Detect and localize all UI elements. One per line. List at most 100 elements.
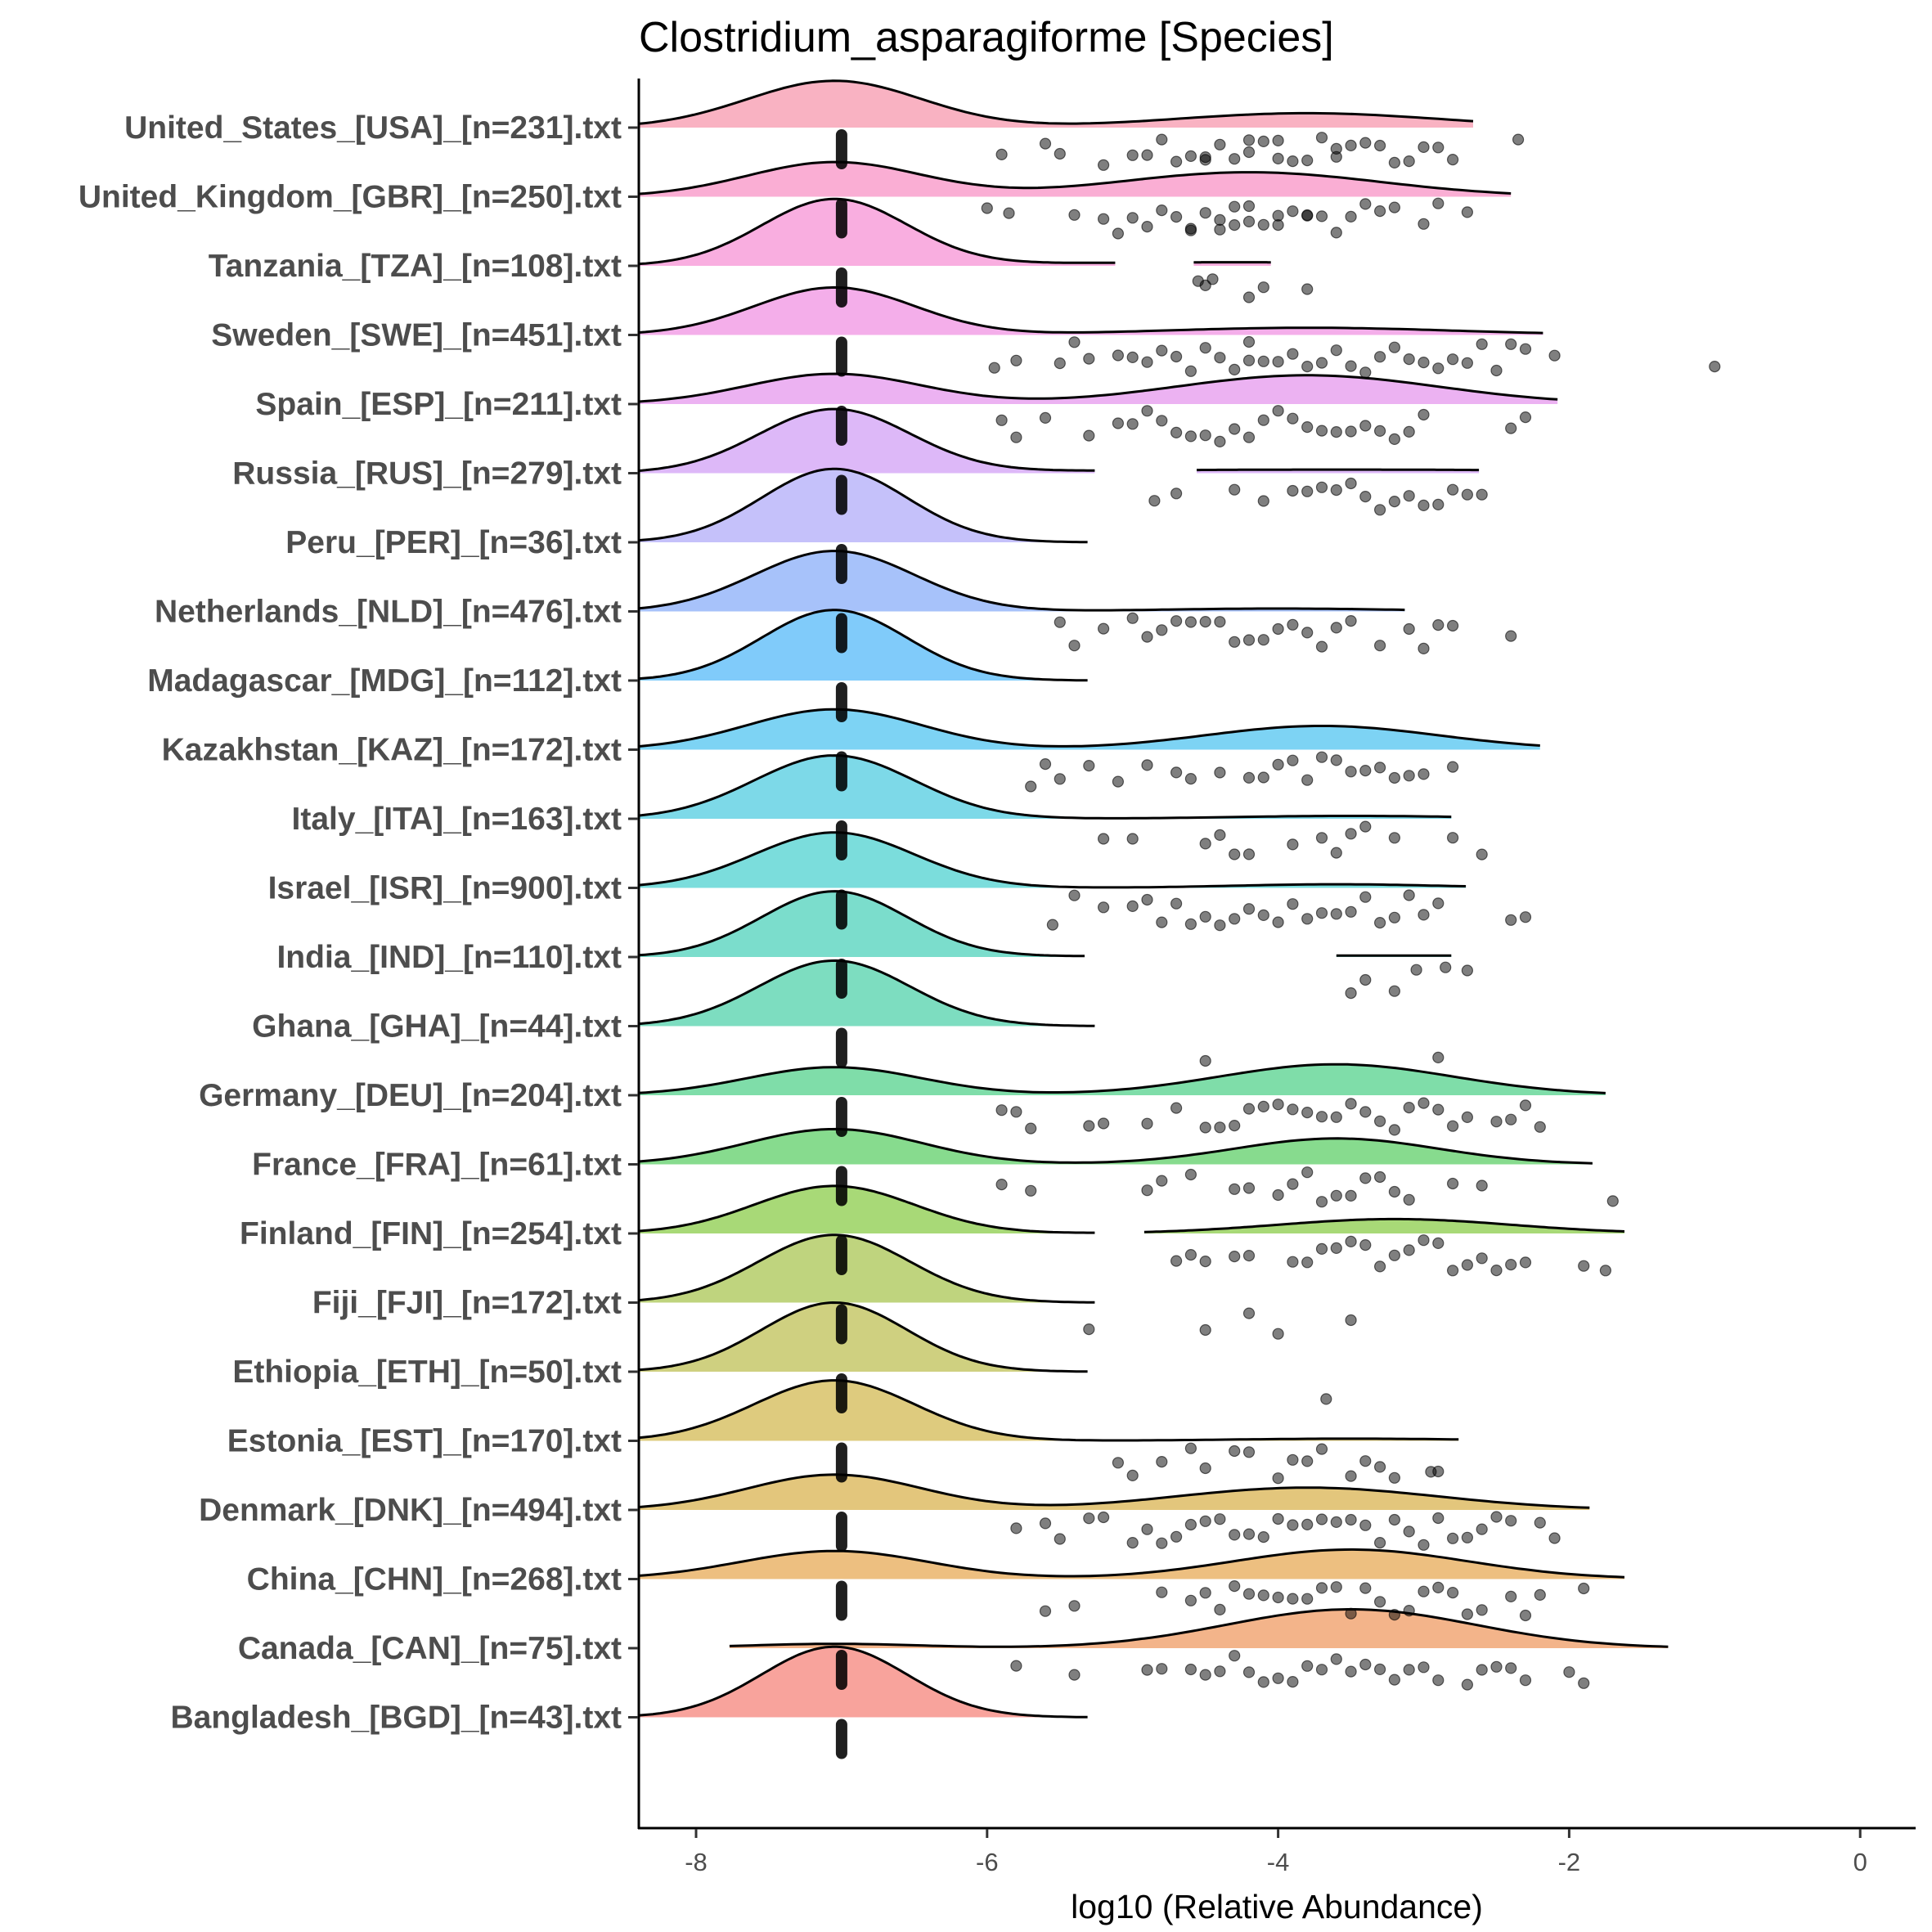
- data-point: [1214, 766, 1226, 779]
- data-point: [1315, 481, 1328, 493]
- data-point: [1418, 141, 1430, 153]
- density-area: [637, 374, 1558, 404]
- data-point: [1141, 1523, 1153, 1535]
- data-point: [1229, 153, 1241, 165]
- data-point: [1432, 1674, 1445, 1687]
- data-point: [1206, 273, 1219, 285]
- data-point: [1156, 1455, 1168, 1468]
- data-point: [995, 148, 1008, 160]
- data-point: [1025, 1122, 1037, 1134]
- data-point: [1272, 134, 1284, 146]
- group-15: [637, 1127, 1593, 1165]
- group-7: [637, 550, 1405, 612]
- points-7: [835, 612, 1517, 655]
- data-point: [1156, 415, 1168, 427]
- data-point: [1272, 1512, 1284, 1525]
- data-point: [1126, 1536, 1139, 1549]
- data-point: [1315, 1111, 1328, 1123]
- data-point: [1505, 1515, 1517, 1527]
- data-point: [1199, 1587, 1211, 1599]
- data-point: [1010, 431, 1022, 443]
- data-point: [1257, 1530, 1269, 1543]
- data-point: [1229, 219, 1241, 231]
- data-point: [1345, 139, 1357, 151]
- data-point: [1315, 640, 1328, 653]
- group-4: [637, 372, 1558, 404]
- data-point: [1229, 363, 1241, 375]
- data-point: [1403, 1525, 1415, 1538]
- data-point: [1170, 897, 1183, 910]
- points-20: [835, 1511, 1561, 1552]
- data-point: [1476, 1664, 1488, 1676]
- data-point: [1229, 200, 1241, 213]
- data-point: [1272, 1672, 1284, 1684]
- density-outline: [637, 160, 1512, 195]
- density-outline: [637, 1184, 1095, 1234]
- data-point: [1388, 1124, 1401, 1136]
- data-point: [1418, 1661, 1430, 1674]
- data-point: [1519, 411, 1532, 424]
- data-point: [1054, 357, 1066, 370]
- data-point: [1359, 1582, 1372, 1594]
- data-point: [1301, 361, 1314, 373]
- data-point: [1287, 898, 1299, 910]
- y-tick-label: Spain_[ESP]_[n=211].txt: [255, 387, 622, 422]
- data-point: [1388, 1471, 1401, 1484]
- data-point: [1287, 1453, 1299, 1466]
- data-point: [1315, 1196, 1328, 1208]
- y-tick-label: Madagascar_[MDG]_[n=112].txt: [147, 663, 622, 699]
- density-outline: [637, 754, 1452, 820]
- points-22: [835, 1650, 1590, 1691]
- data-point: [1229, 1579, 1241, 1593]
- data-point: [1097, 622, 1110, 635]
- data-point: [1257, 414, 1269, 426]
- points-10: [835, 820, 1488, 860]
- data-point: [1345, 828, 1357, 840]
- data-point: [1345, 477, 1357, 490]
- data-point: [1170, 1255, 1183, 1267]
- data-point: [1301, 1518, 1314, 1531]
- data-point: [1476, 1604, 1488, 1616]
- data-point: [1461, 1531, 1474, 1543]
- data-point: [1184, 1594, 1197, 1606]
- data-point: [1184, 616, 1197, 628]
- data-point: [1156, 1537, 1168, 1549]
- y-tick-label: Finland_[FIN]_[n=254].txt: [240, 1216, 622, 1251]
- data-point: [1272, 1188, 1284, 1202]
- group-22: [729, 1608, 1669, 1648]
- data-point: [1505, 1258, 1517, 1271]
- points-21: [835, 1579, 1590, 1622]
- data-point: [1519, 1609, 1532, 1622]
- density-area: [637, 609, 1088, 681]
- data-point: [1418, 1539, 1430, 1551]
- data-point: [1170, 155, 1183, 168]
- data-point: [1403, 353, 1415, 366]
- data-point: [1242, 291, 1256, 303]
- data-point: [1345, 1189, 1357, 1202]
- data-point: [1301, 1593, 1314, 1605]
- data-point: [1320, 1393, 1332, 1405]
- data-point: [1141, 1664, 1153, 1676]
- data-point: [1003, 207, 1015, 219]
- data-point: [1272, 405, 1284, 417]
- data-point: [1330, 483, 1342, 496]
- data-point: [1578, 1582, 1590, 1595]
- data-point: [1301, 283, 1314, 295]
- data-point: [1432, 362, 1445, 375]
- data-point: [1126, 149, 1139, 161]
- density-area: [637, 1129, 1593, 1165]
- y-tick-label: Fiji_[FJI]_[n=172].txt: [312, 1286, 622, 1321]
- data-point: [1301, 420, 1314, 434]
- data-point: [1257, 218, 1269, 231]
- y-tick-label: Germany_[DEU]_[n=204].txt: [199, 1078, 622, 1113]
- group-20: [637, 1473, 1590, 1510]
- data-point: [1519, 1256, 1532, 1269]
- data-point: [1418, 499, 1430, 512]
- points-12: [835, 959, 1474, 1000]
- data-point: [1242, 1249, 1256, 1262]
- data-point: [1446, 1532, 1459, 1544]
- data-point: [1287, 754, 1299, 766]
- y-tick-label: Ghana_[GHA]_[n=44].txt: [252, 1009, 622, 1045]
- data-point: [1229, 913, 1241, 925]
- data-point: [1199, 1462, 1211, 1475]
